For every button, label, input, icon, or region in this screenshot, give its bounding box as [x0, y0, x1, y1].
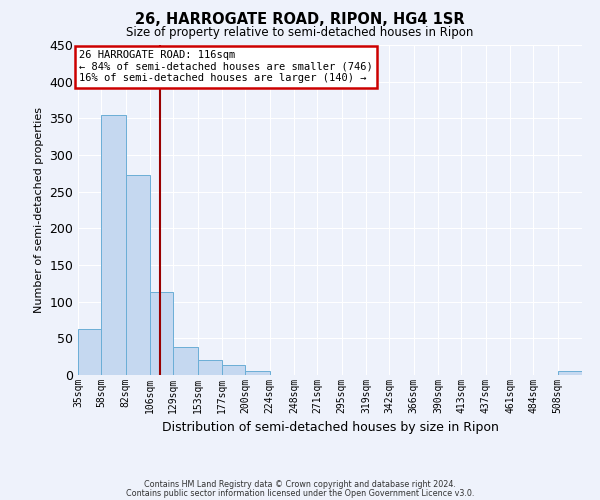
Bar: [173, 347, 197, 375]
Text: Size of property relative to semi-detached houses in Ripon: Size of property relative to semi-detach…: [127, 26, 473, 39]
Bar: [125, 175, 150, 375]
Text: 26 HARROGATE ROAD: 116sqm
← 84% of semi-detached houses are smaller (746)
16% of: 26 HARROGATE ROAD: 116sqm ← 84% of semi-…: [79, 50, 373, 84]
Text: 26, HARROGATE ROAD, RIPON, HG4 1SR: 26, HARROGATE ROAD, RIPON, HG4 1SR: [135, 12, 465, 28]
Bar: [222, 364, 245, 375]
Bar: [245, 370, 269, 375]
Text: Contains HM Land Registry data © Crown copyright and database right 2024.: Contains HM Land Registry data © Crown c…: [144, 480, 456, 489]
Y-axis label: Number of semi-detached properties: Number of semi-detached properties: [34, 107, 44, 313]
Bar: [150, 292, 173, 375]
X-axis label: Distribution of semi-detached houses by size in Ripon: Distribution of semi-detached houses by …: [161, 422, 499, 434]
Bar: [78, 329, 101, 375]
Text: Contains public sector information licensed under the Open Government Licence v3: Contains public sector information licen…: [126, 488, 474, 498]
Bar: [101, 116, 125, 375]
Bar: [197, 360, 222, 375]
Bar: [557, 372, 582, 375]
